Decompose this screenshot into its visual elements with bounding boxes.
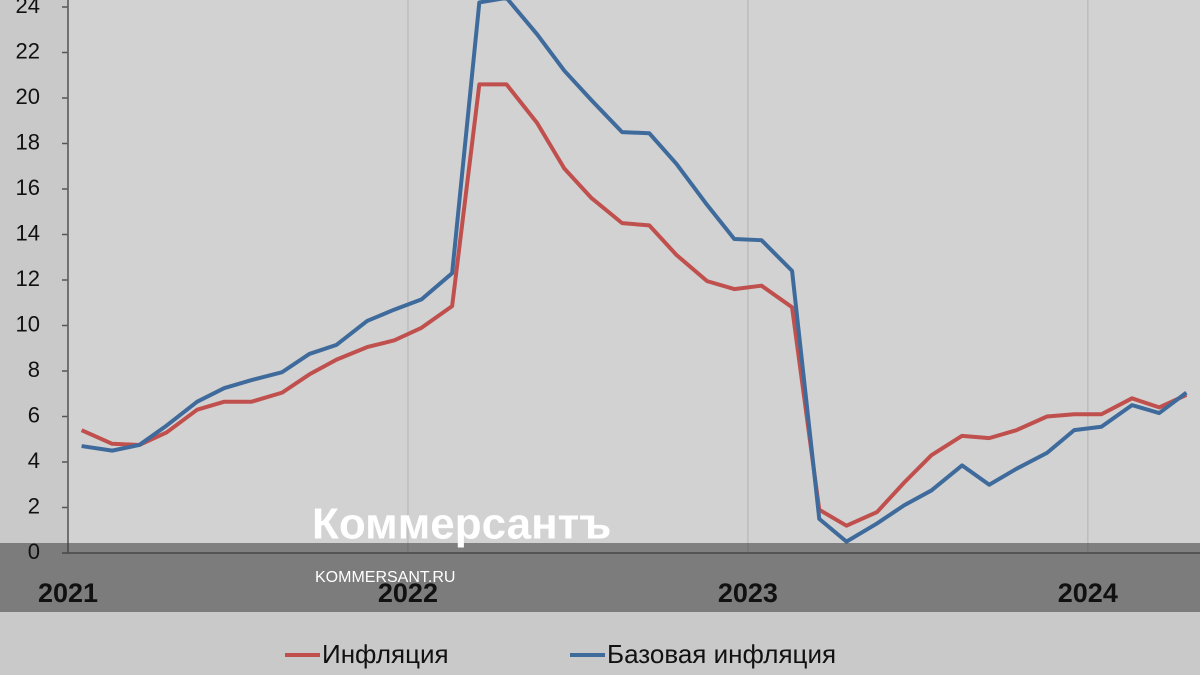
series-line (80, 82, 1188, 528)
y-tick-label: 6 (28, 402, 40, 427)
y-tick-label: 14 (16, 220, 40, 245)
y-tick-label: 18 (16, 129, 40, 154)
x-tick-label: 2021 (38, 578, 98, 608)
y-tick-label: 10 (16, 311, 40, 336)
y-tick-label: 24 (16, 0, 40, 18)
x-tick-label: 2023 (718, 578, 778, 608)
y-tick-label: 4 (28, 448, 40, 473)
y-tick-label: 16 (16, 175, 40, 200)
y-tick-label: 22 (16, 38, 40, 63)
series-line (81, 0, 1188, 544)
lines (80, 0, 1188, 544)
x-tick-label: 2022 (378, 578, 438, 608)
watermark-band (0, 543, 1200, 612)
y-tick-label: 20 (16, 84, 40, 109)
y-tick-label: 2 (28, 493, 40, 518)
y-tick-label: 8 (28, 357, 40, 382)
watermark-logo: Коммерсантъ (312, 500, 611, 549)
x-tick-label: 2024 (1058, 578, 1118, 608)
plot-area (68, 0, 1200, 553)
legend-label: Базовая инфляция (607, 639, 836, 669)
watermark-site: KOMMERSANT.RU (315, 569, 455, 586)
legend: Инфляция Базовая инфляция (285, 639, 836, 669)
y-tick-label: 12 (16, 266, 40, 291)
y-tick-label: 0 (28, 539, 40, 564)
legend-label: Инфляция (322, 639, 449, 669)
